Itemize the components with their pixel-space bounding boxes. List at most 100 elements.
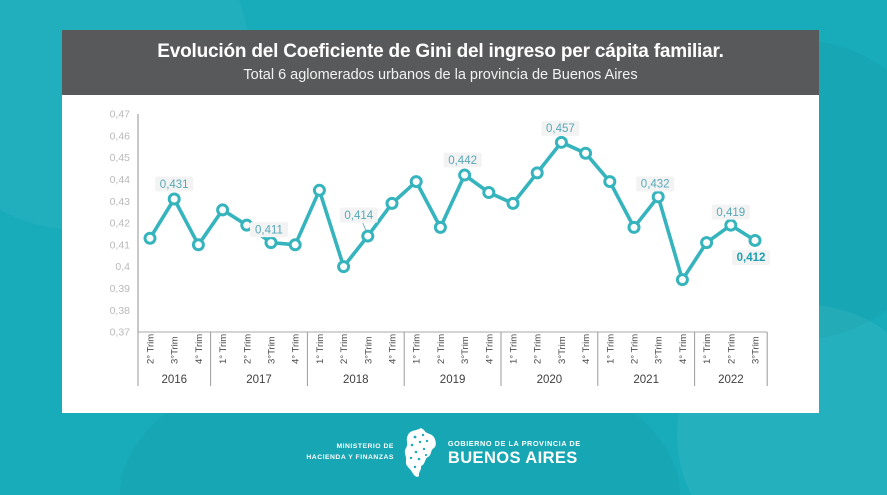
quarter-tick-label: 3°Trim <box>557 336 568 364</box>
quarter-tick-label: 1° Trim <box>605 334 616 364</box>
y-axis-tick-label: 0,41 <box>110 239 131 251</box>
data-point-label: 0,431 <box>160 179 189 191</box>
chart-card: 0,47 0,46 0,45 0,44 0,43 0,42 0,41 0,4 0,39 0,38 0… <box>62 95 819 413</box>
quarter-tick-label: 2° Trim <box>242 334 253 364</box>
year-label: 2022 <box>718 374 744 386</box>
year-label: 2018 <box>343 374 369 386</box>
y-axis-tick-label: 0,4 <box>115 261 130 273</box>
data-point-marker <box>554 135 568 149</box>
quarter-tick-label: 1° Trim <box>315 334 326 364</box>
data-point-label: 0,419 <box>716 207 745 219</box>
data-label-background <box>443 152 482 168</box>
year-label: 2016 <box>162 374 188 386</box>
y-axis-tick-label: 0,42 <box>110 218 131 230</box>
data-point-label: 0,414 <box>344 210 373 222</box>
data-point-marker <box>627 220 641 234</box>
quarter-tick-label: 3°Trim <box>654 336 665 364</box>
quarter-tick-label: 2° Trim <box>726 334 737 364</box>
data-point-marker <box>700 236 714 250</box>
data-point-marker <box>651 190 665 204</box>
quarter-tick-label: 4° Trim <box>194 334 205 364</box>
gini-line-chart: 0,47 0,46 0,45 0,44 0,43 0,42 0,41 0,4 0,39 0,38 0… <box>110 109 770 386</box>
year-label: 2021 <box>633 374 659 386</box>
quarter-tick-label: 3°Trim <box>460 336 471 364</box>
quarter-tick-label: 4° Trim <box>291 334 302 364</box>
y-axis-tick-label: 0,45 <box>110 152 131 164</box>
data-label-background <box>636 176 675 192</box>
data-label-background <box>711 204 750 220</box>
year-label: 2020 <box>537 374 563 386</box>
year-label: 2019 <box>440 374 466 386</box>
quarter-tick-label: 3°Trim <box>751 336 762 364</box>
chart-header: Evolución del Coeficiente de Gini del in… <box>62 30 819 95</box>
quarter-tick-label: 4° Trim <box>484 334 495 364</box>
data-label-background <box>541 120 580 136</box>
chart-title: Evolución del Coeficiente de Gini del in… <box>157 41 724 62</box>
data-point-marker <box>167 192 181 206</box>
data-point-marker <box>216 203 230 217</box>
chart-subtitle: Total 6 aglomerados urbanos de la provin… <box>243 67 638 83</box>
data-point-marker <box>506 196 520 210</box>
quarter-tick-label: 4° Trim <box>388 334 399 364</box>
quarter-tick-label: 1° Trim <box>218 334 229 364</box>
y-axis-tick-label: 0,39 <box>110 283 131 295</box>
data-point-marker <box>409 175 423 189</box>
data-label-background <box>732 249 770 265</box>
y-axis-tick-label: 0,38 <box>110 305 131 317</box>
ministry-line1: MINISTERIO DE <box>336 443 394 451</box>
footer-branding: MINISTERIO DE HACIENDA Y FINANZAS GOBIER… <box>0 420 887 486</box>
y-axis-tick-label: 0,44 <box>110 174 131 186</box>
data-point-marker <box>361 229 375 243</box>
data-point-label: 0,442 <box>448 155 477 167</box>
government-line1: GOBIERNO DE LA PROVINCIA DE <box>447 438 581 448</box>
y-axis-tick-label: 0,43 <box>110 196 131 208</box>
data-label-background <box>339 207 378 223</box>
quarter-tick-label: 4° Trim <box>678 334 689 364</box>
y-axis-tick-label: 0,46 <box>110 130 131 142</box>
data-point-marker <box>337 260 351 274</box>
data-label-background <box>155 176 194 192</box>
data-point-marker <box>264 236 278 250</box>
ministry-label: MINISTERIO DE HACIENDA Y FINANZAS <box>306 442 394 464</box>
y-axis-tick-label: 0,37 <box>110 327 131 339</box>
data-point-marker <box>385 196 399 210</box>
data-point-marker <box>143 231 157 245</box>
quarter-tick-label: 2° Trim <box>146 334 157 364</box>
data-point-marker <box>191 238 205 252</box>
data-point-marker <box>530 166 544 180</box>
quarter-tick-label: 3°Trim <box>267 336 278 364</box>
year-label: 2017 <box>246 374 272 386</box>
quarter-tick-label: 1° Trim <box>412 334 423 364</box>
data-label-background <box>250 222 288 238</box>
quarter-tick-label: 2° Trim <box>630 334 641 364</box>
data-point-label: 0,412 <box>737 252 766 264</box>
data-point-label: 0,457 <box>546 123 575 135</box>
data-point-marker <box>603 175 617 189</box>
data-point-marker <box>724 218 738 232</box>
data-point-marker <box>458 168 472 182</box>
quarter-tick-label: 1° Trim <box>702 334 713 364</box>
government-line2: BUENOS AIRES <box>447 448 578 467</box>
quarter-tick-label: 3°Trim <box>170 336 181 364</box>
quarter-tick-label: 3°Trim <box>363 336 374 364</box>
y-axis-tick-label: 0,47 <box>110 109 131 121</box>
government-label: GOBIERNO DE LA PROVINCIA DE BUENOS AIRES <box>448 439 581 468</box>
data-point-marker <box>288 238 302 252</box>
data-point-label: 0,432 <box>641 179 670 191</box>
data-point-marker <box>675 273 689 287</box>
data-point-marker <box>312 183 326 197</box>
data-point-label: 0,411 <box>255 224 283 236</box>
quarter-tick-label: 1° Trim <box>509 334 520 364</box>
quarter-tick-label: 4° Trim <box>581 334 592 364</box>
quarter-tick-label: 2° Trim <box>533 334 544 364</box>
data-point-marker <box>482 185 496 199</box>
data-point-marker <box>433 220 447 234</box>
ministry-line2: HACIENDA Y FINANZAS <box>306 454 394 461</box>
quarter-tick-label: 2° Trim <box>339 334 350 364</box>
quarter-tick-label: 2° Trim <box>436 334 447 364</box>
label-leader-line <box>362 222 367 231</box>
data-point-marker <box>579 146 593 160</box>
buenos-aires-province-logo-icon <box>404 428 436 477</box>
data-point-marker <box>748 233 762 247</box>
